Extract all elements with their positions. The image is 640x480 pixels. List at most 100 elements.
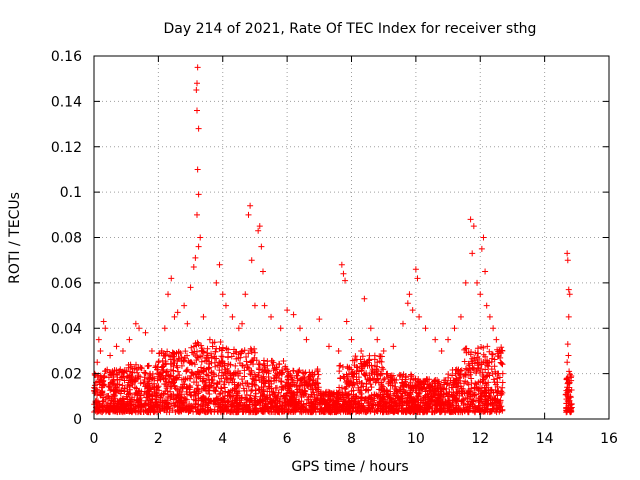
data-point [150,409,157,416]
data-point [432,336,439,343]
data-point [126,372,133,379]
data-point [204,345,211,352]
data-point [400,371,407,378]
data-point [194,386,201,393]
data-point [141,376,148,383]
y-tick-label: 0.06 [51,276,82,292]
data-point [219,291,226,298]
data-point [221,393,228,400]
data-point [225,349,232,356]
data-point [482,268,489,275]
data-point [220,381,227,388]
data-point [108,386,115,393]
data-point [206,391,213,398]
data-point [285,379,292,386]
data-point [164,388,171,395]
data-point [273,364,280,371]
data-point [142,383,149,390]
data-point [163,368,170,375]
data-point [264,395,271,402]
data-point [469,396,476,403]
data-point [181,399,188,406]
data-point [151,383,158,390]
data-point [107,371,114,378]
data-point [391,385,398,392]
data-point [376,403,383,410]
data-point [143,408,150,415]
data-point [180,358,187,365]
data-point [101,381,108,388]
data-point [431,402,438,409]
data-point [236,360,243,367]
data-point [218,369,225,376]
data-point [255,227,262,234]
data-point [432,391,439,398]
y-tick-label: 0.02 [51,367,82,383]
data-point [393,377,400,384]
data-point [159,399,166,406]
data-point [265,408,272,415]
data-point [493,406,500,413]
data-point [336,368,343,375]
data-point [308,408,315,415]
data-point [482,359,489,366]
data-point [104,366,111,373]
data-point [237,350,244,357]
data-point [165,393,172,400]
data-point [351,398,358,405]
data-point [126,390,133,397]
data-point [174,364,181,371]
data-point [206,364,213,371]
data-point [164,348,171,355]
data-point [104,402,111,409]
data-point [282,363,289,370]
data-point [95,336,102,343]
data-point [213,279,220,286]
data-point [126,374,133,381]
data-point [367,325,374,332]
data-point [467,388,474,395]
data-point [381,375,388,382]
data-point [464,366,471,373]
data-point [196,409,203,416]
data-point [192,403,199,410]
data-point [482,353,489,360]
data-point [110,376,117,383]
data-point [469,355,476,362]
data-point [222,374,229,381]
data-point [150,403,157,410]
data-point [462,395,469,402]
data-point [499,379,506,386]
data-point [229,313,236,320]
data-point [314,367,321,374]
data-point [128,378,135,385]
data-point [243,387,250,394]
data-point [384,388,391,395]
data-point [293,393,300,400]
data-point [473,367,480,374]
data-point [225,388,232,395]
data-point [123,407,130,414]
data-point [252,390,259,397]
data-point [475,387,482,394]
data-point [432,377,439,384]
data-point [349,408,356,415]
x-tick-label: 14 [536,431,554,447]
data-point [105,383,112,390]
data-point [194,80,200,87]
data-point [300,402,307,409]
data-point [264,358,271,365]
data-point [429,409,436,416]
data-point [457,313,464,320]
data-point [295,398,302,405]
data-point [338,261,345,268]
data-point [239,320,246,327]
data-point [496,399,503,406]
data-point [194,368,201,375]
data-point [289,390,296,397]
data-point [373,377,380,384]
data-point [251,349,258,356]
data-point [300,391,307,398]
data-point [461,346,468,353]
data-point [151,389,158,396]
